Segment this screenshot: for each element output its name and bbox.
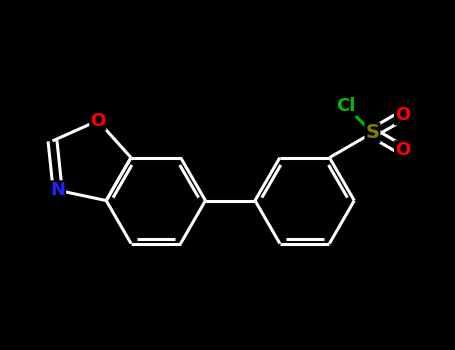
Text: Cl: Cl <box>336 98 356 116</box>
Text: S: S <box>365 123 379 142</box>
Text: N: N <box>50 181 65 199</box>
Text: O: O <box>90 112 106 130</box>
Text: O: O <box>395 106 410 124</box>
Text: O: O <box>395 141 410 159</box>
